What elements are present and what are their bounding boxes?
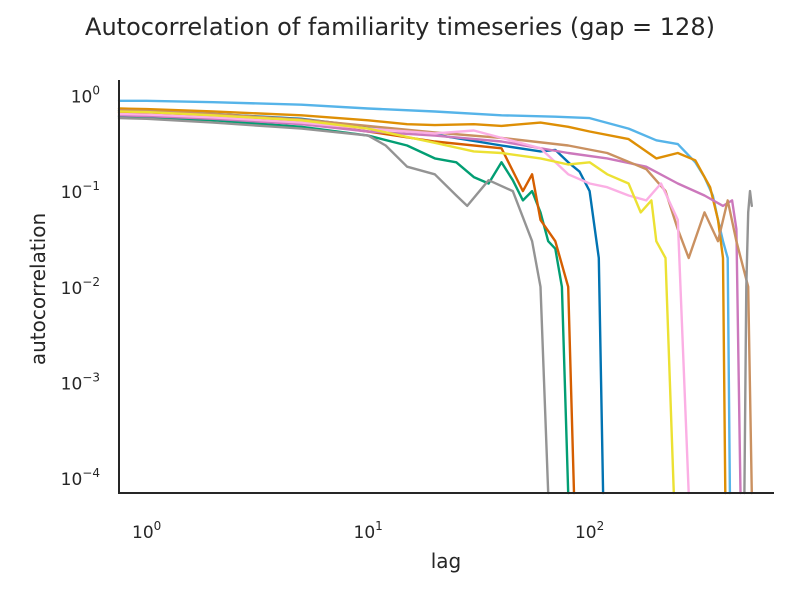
series-line-2 bbox=[117, 107, 727, 495]
x-tick-label-1: 100 bbox=[132, 519, 161, 543]
y-axis-label: autocorrelation bbox=[26, 213, 50, 365]
x-tick-label-3: 102 bbox=[575, 519, 604, 543]
series-line-10 bbox=[117, 110, 675, 495]
chart-title: Autocorrelation of familiarity timeserie… bbox=[85, 13, 715, 41]
x-tick-label-2: 101 bbox=[354, 519, 383, 543]
y-tick-label-2: 10−1 bbox=[61, 179, 100, 203]
series-line-1 bbox=[117, 99, 732, 495]
x-axis-label: lag bbox=[431, 549, 462, 573]
series-line-7 bbox=[117, 109, 753, 495]
y-tick-label-5: 10−4 bbox=[61, 466, 100, 490]
y-tick-label-1: 100 bbox=[71, 83, 100, 107]
tick-layer: 100 101 102 100 10−1 10−2 10−3 10−4 bbox=[61, 83, 605, 543]
series-layer bbox=[117, 99, 753, 495]
series-line-11 bbox=[743, 189, 753, 495]
y-tick-label-3: 10−2 bbox=[61, 275, 100, 299]
y-tick-label-4: 10−3 bbox=[61, 370, 100, 394]
series-line-4 bbox=[117, 115, 570, 495]
series-line-3 bbox=[117, 109, 605, 495]
series-line-9 bbox=[117, 116, 550, 495]
series-line-8 bbox=[117, 112, 690, 495]
